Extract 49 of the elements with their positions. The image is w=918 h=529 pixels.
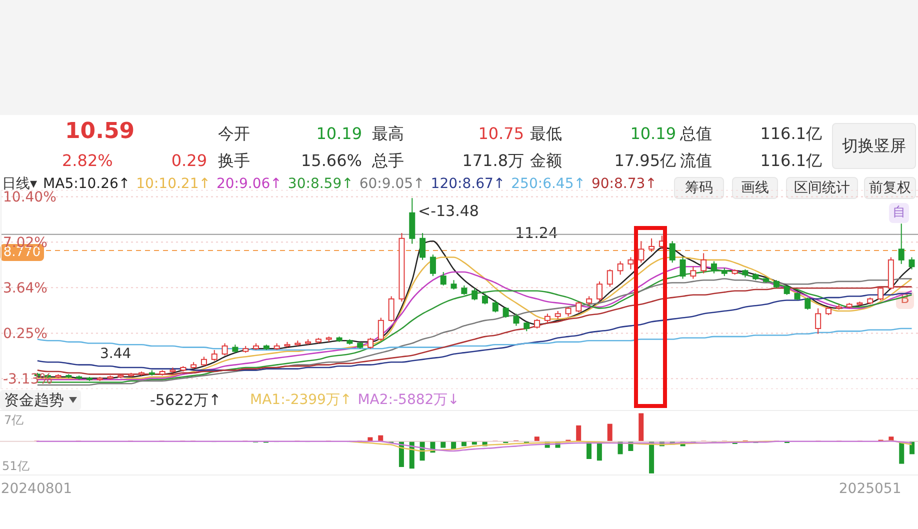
text: 17.95亿 [614, 151, 676, 170]
annotation: <-13.48 [418, 202, 479, 220]
text: 10.19 [630, 124, 676, 144]
text: 金额 [530, 151, 562, 170]
annotation: 11.24 [515, 224, 558, 242]
text: -5622万↑ [150, 391, 222, 410]
text: 15.66% [300, 151, 362, 170]
text: 最高 [372, 124, 404, 144]
x-tick-label: 20240801 [0, 480, 72, 497]
text: 10.59 [65, 119, 135, 146]
text: 流值 [680, 151, 712, 170]
annotation: 画线 [732, 177, 778, 199]
annotation: 筹码 [674, 177, 724, 199]
annotation: 区间统计 [786, 177, 858, 199]
x-tick-label: 2025051 [838, 480, 902, 497]
text: 116.1亿 [760, 151, 822, 170]
y-tick-label: -3.13% [3, 372, 53, 388]
text: 90:8.73↑ [591, 176, 657, 192]
text: 60:9.05↑ [359, 176, 425, 192]
legend-title: 日线▾ [2, 175, 38, 192]
text: 2.82% [62, 151, 113, 170]
text: 51亿 [2, 458, 30, 475]
text: MA1:-2399万↑ [250, 391, 352, 409]
text: 171.8万 [462, 151, 524, 170]
text: 7亿 [4, 412, 24, 429]
annotation: 自 [889, 203, 909, 223]
text: 今开 [218, 124, 250, 144]
y-tick-label: 0.25% [3, 326, 48, 342]
text: 10.19 [316, 124, 362, 144]
text: 120:8.67↑ [430, 176, 506, 192]
y-tick-label: 3.64% [3, 280, 48, 297]
text: 116.1亿 [760, 124, 822, 144]
text: 250:6.45↑ [511, 176, 586, 192]
text: 10.75 [478, 124, 524, 144]
text: 0.29 [171, 151, 207, 170]
annotation: 前复权 [864, 177, 916, 199]
text: 总手 [372, 151, 404, 170]
text: 最低 [530, 124, 562, 144]
text: 切换竖屏 [832, 123, 916, 169]
text: 换手 [218, 151, 250, 170]
y-tick-label: 10.40% [3, 190, 56, 206]
chart-title: 资金趋势 [4, 390, 64, 410]
text: 30:8.59↑ [288, 176, 354, 192]
text: 10:10.21↑ [136, 176, 210, 192]
text: 总值 [680, 124, 712, 144]
text: MA2:-5882万↓ [358, 391, 460, 409]
text: 20:9.06↑ [216, 176, 282, 192]
annotation: 3.44 [100, 346, 132, 363]
text: MA5:10.26↑ [43, 176, 130, 192]
